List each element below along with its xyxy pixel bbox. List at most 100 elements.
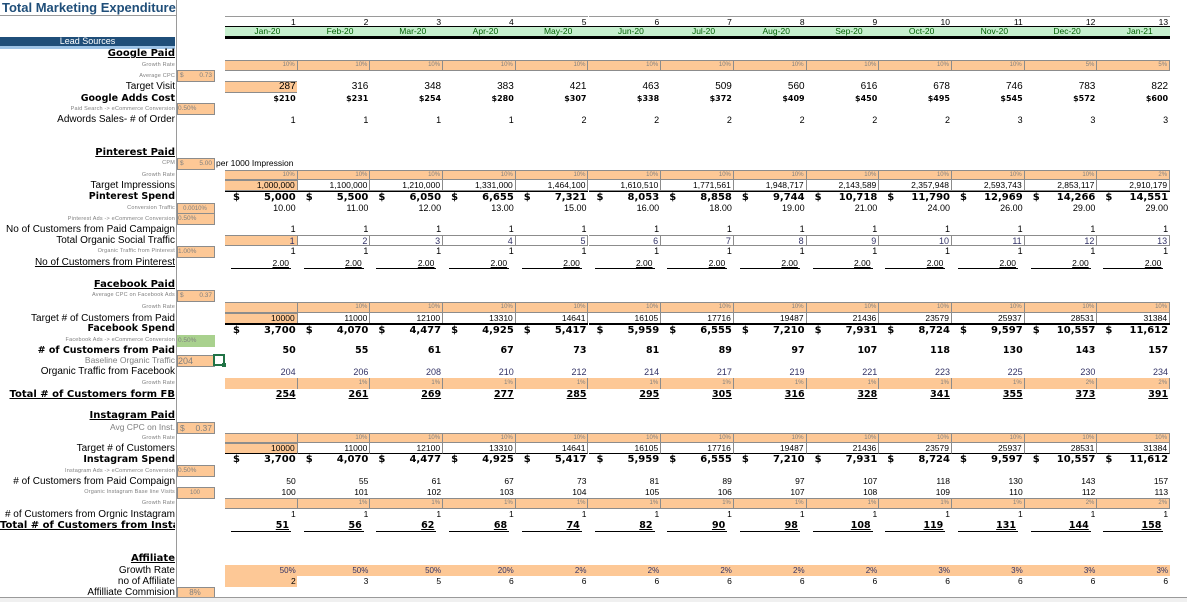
- month-label-2[interactable]: Feb-20: [326, 26, 354, 36]
- instagram-spend-4[interactable]: $4,925: [443, 454, 516, 466]
- instagram-target-13[interactable]: 31384: [1097, 443, 1171, 454]
- google-target-visit-4[interactable]: 383: [443, 81, 516, 93]
- pinterest-paid-customers-3[interactable]: 1: [370, 224, 443, 235]
- facebook-paid-customers-9[interactable]: 107: [807, 344, 880, 358]
- facebook-organic-11[interactable]: 225: [952, 366, 1025, 378]
- pinterest-organic-share-1[interactable]: 1: [225, 246, 298, 257]
- instagram-target-9[interactable]: 21436: [806, 443, 880, 454]
- facebook-spend-13[interactable]: $11,612: [1097, 323, 1171, 336]
- affiliate-count-4[interactable]: 6: [443, 576, 516, 587]
- month-label-3[interactable]: Mar-20: [399, 26, 427, 36]
- instagram-organic-growth-3[interactable]: 1%: [370, 498, 444, 509]
- instagram-target-12[interactable]: 28531: [1024, 443, 1098, 454]
- facebook-total-1[interactable]: 254: [225, 388, 298, 401]
- affiliate-count-1[interactable]: 2: [225, 576, 298, 587]
- facebook-organic-growth-5[interactable]: 1%: [516, 378, 589, 389]
- month-label-1[interactable]: Jan-20: [254, 26, 281, 36]
- google-target-visit-3[interactable]: 348: [370, 81, 443, 93]
- instagram-organic-growth-2[interactable]: 1%: [298, 498, 371, 509]
- pinterest-conv-traffic-1[interactable]: 10.00: [225, 203, 298, 214]
- facebook-spend-2[interactable]: $4,070: [297, 323, 371, 336]
- facebook-organic-6[interactable]: 214: [589, 366, 662, 378]
- google-adds-cost-5[interactable]: $307: [516, 93, 589, 104]
- google-growth-1[interactable]: 10%: [225, 60, 298, 71]
- pinterest-total-12[interactable]: 2.00: [1030, 257, 1091, 269]
- instagram-total-12[interactable]: 144: [1030, 520, 1091, 532]
- pinterest-impressions-6[interactable]: 1,610,510: [588, 180, 662, 191]
- pinterest-spend-4[interactable]: $6,655: [443, 191, 516, 203]
- facebook-spend-5[interactable]: $5,417: [515, 323, 589, 336]
- pinterest-conv-traffic-10[interactable]: 24.00: [879, 203, 952, 214]
- instagram-growth-5[interactable]: 10%: [516, 433, 589, 443]
- google-orders-13[interactable]: 3: [1097, 114, 1170, 126]
- pinterest-conv-traffic-6[interactable]: 16.00: [589, 203, 662, 214]
- google-orders-11[interactable]: 3: [952, 114, 1025, 126]
- pinterest-organic-traffic-3[interactable]: 3: [370, 235, 444, 246]
- pinterest-organic-share-11[interactable]: 1: [952, 246, 1025, 257]
- instagram-total-4[interactable]: 68: [449, 520, 510, 532]
- instagram-target-1[interactable]: 10000: [225, 443, 298, 454]
- instagram-target-11[interactable]: 25937: [952, 443, 1025, 454]
- instagram-total-10[interactable]: 119: [885, 520, 946, 532]
- google-avg-cpc-input[interactable]: $0.73: [177, 70, 215, 82]
- instagram-total-13[interactable]: 158: [1103, 520, 1164, 532]
- pinterest-organic-traffic-2[interactable]: 2: [297, 235, 371, 246]
- pinterest-spend-13[interactable]: $14,551: [1097, 191, 1171, 203]
- facebook-spend-8[interactable]: $7,210: [733, 323, 807, 336]
- instagram-total-6[interactable]: 82: [594, 520, 655, 532]
- instagram-organic-customers-12[interactable]: 1: [1025, 509, 1098, 520]
- instagram-paid-customers-2[interactable]: 55: [298, 476, 371, 487]
- google-growth-3[interactable]: 10%: [370, 60, 444, 71]
- facebook-growth-10[interactable]: 10%: [879, 302, 952, 313]
- facebook-organic-2[interactable]: 206: [298, 366, 371, 378]
- instagram-growth-6[interactable]: 10%: [589, 433, 662, 443]
- pinterest-paid-customers-9[interactable]: 1: [807, 224, 880, 235]
- facebook-paid-customers-3[interactable]: 61: [370, 344, 443, 358]
- pinterest-cpm-input[interactable]: $5.00: [177, 157, 215, 170]
- google-adds-cost-1[interactable]: $210: [225, 93, 298, 104]
- google-orders-10[interactable]: 2: [879, 114, 952, 126]
- affiliate-count-10[interactable]: 6: [879, 576, 952, 587]
- facebook-total-5[interactable]: 285: [516, 388, 589, 401]
- affiliate-growth-4[interactable]: 20%: [443, 565, 516, 576]
- pinterest-total-13[interactable]: 2.00: [1103, 257, 1164, 269]
- pinterest-growth-11[interactable]: 10%: [952, 170, 1025, 180]
- month-label-13[interactable]: Jan-21: [1126, 26, 1153, 36]
- affiliate-count-8[interactable]: 6: [734, 576, 807, 587]
- instagram-baseline-4[interactable]: 103: [443, 487, 516, 498]
- instagram-organic-growth-13[interactable]: 2%: [1097, 498, 1171, 509]
- pinterest-organic-traffic-1[interactable]: 1: [225, 235, 298, 246]
- facebook-growth-4[interactable]: 10%: [443, 302, 516, 313]
- google-target-visit-5[interactable]: 421: [516, 81, 589, 93]
- facebook-organic-7[interactable]: 217: [661, 366, 734, 378]
- month-label-5[interactable]: May-20: [543, 26, 573, 36]
- instagram-organic-customers-11[interactable]: 1: [952, 509, 1025, 520]
- facebook-spend-1[interactable]: $3,700: [225, 323, 298, 336]
- instagram-organic-customers-1[interactable]: 1: [225, 509, 298, 520]
- facebook-organic-growth-4[interactable]: 1%: [443, 378, 516, 389]
- pinterest-paid-customers-13[interactable]: 1: [1097, 224, 1170, 235]
- month-label-12[interactable]: Dec-20: [1053, 26, 1081, 36]
- affiliate-count-9[interactable]: 6: [807, 576, 880, 587]
- google-target-visit-10[interactable]: 678: [879, 81, 952, 93]
- facebook-paid-customers-1[interactable]: 50: [225, 344, 298, 358]
- month-label-10[interactable]: Oct-20: [908, 26, 935, 36]
- facebook-spend-11[interactable]: $9,597: [952, 323, 1025, 336]
- instagram-baseline-12[interactable]: 112: [1025, 487, 1098, 498]
- pinterest-organic-traffic-11[interactable]: 11: [952, 235, 1025, 246]
- affiliate-count-7[interactable]: 6: [661, 576, 734, 587]
- google-growth-2[interactable]: 10%: [298, 60, 371, 71]
- instagram-target-2[interactable]: 11000: [297, 443, 371, 454]
- instagram-target-3[interactable]: 12100: [370, 443, 444, 454]
- google-growth-13[interactable]: 5%: [1097, 60, 1171, 71]
- facebook-paid-customers-7[interactable]: 89: [661, 344, 734, 358]
- facebook-total-10[interactable]: 341: [879, 388, 952, 401]
- pinterest-organic-share-6[interactable]: 1: [589, 246, 662, 257]
- instagram-baseline-5[interactable]: 104: [516, 487, 589, 498]
- facebook-organic-13[interactable]: 234: [1097, 366, 1170, 378]
- instagram-baseline-10[interactable]: 109: [879, 487, 952, 498]
- facebook-total-2[interactable]: 261: [298, 388, 371, 401]
- pinterest-organic-traffic-5[interactable]: 5: [515, 235, 589, 246]
- pinterest-impressions-8[interactable]: 1,948,717: [733, 180, 807, 191]
- instagram-paid-customers-1[interactable]: 50: [225, 476, 298, 487]
